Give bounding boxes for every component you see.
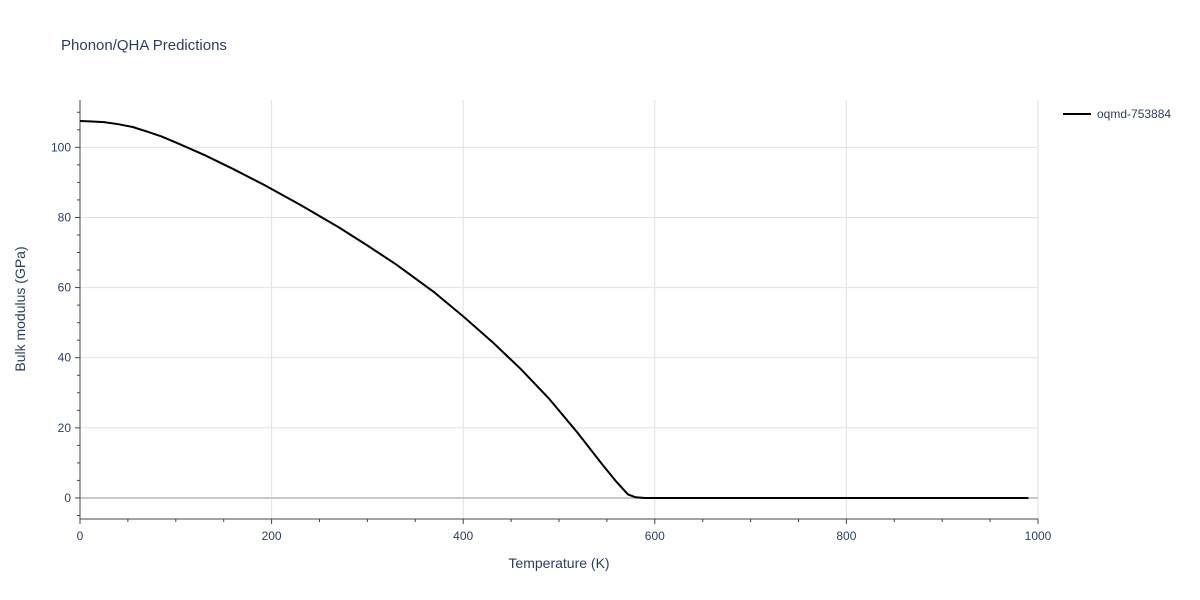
x-tick-label: 400: [453, 529, 473, 543]
grid: [80, 100, 1039, 519]
y-tick-label: 60: [58, 281, 72, 295]
legend-item[interactable]: oqmd-753884: [1063, 107, 1171, 121]
y-axis-title: Bulk modulus (GPa): [12, 246, 28, 371]
series-line: [79, 120, 1029, 499]
x-axis-title: Temperature (K): [508, 555, 609, 571]
x-tick-label: 600: [645, 529, 665, 543]
x-tick-label: 800: [836, 529, 856, 543]
x-tick-label: 1000: [1025, 529, 1052, 543]
y-tick-label: 100: [51, 140, 71, 154]
legend[interactable]: oqmd-753884: [1063, 107, 1171, 121]
x-tick-label: 200: [262, 529, 282, 543]
y-tick-label: 80: [58, 210, 72, 224]
legend-label: oqmd-753884: [1097, 107, 1171, 121]
chart-title: Phonon/QHA Predictions: [61, 37, 227, 54]
y-tick-label: 40: [58, 351, 72, 365]
y-tick-label: 0: [64, 491, 71, 505]
axes: 0 200 400 600 800 1000 0 20 40 60 80 100: [51, 100, 1052, 543]
x-tick-label: 0: [77, 529, 84, 543]
plot-area: [79, 120, 1029, 499]
y-tick-label: 20: [58, 421, 72, 435]
